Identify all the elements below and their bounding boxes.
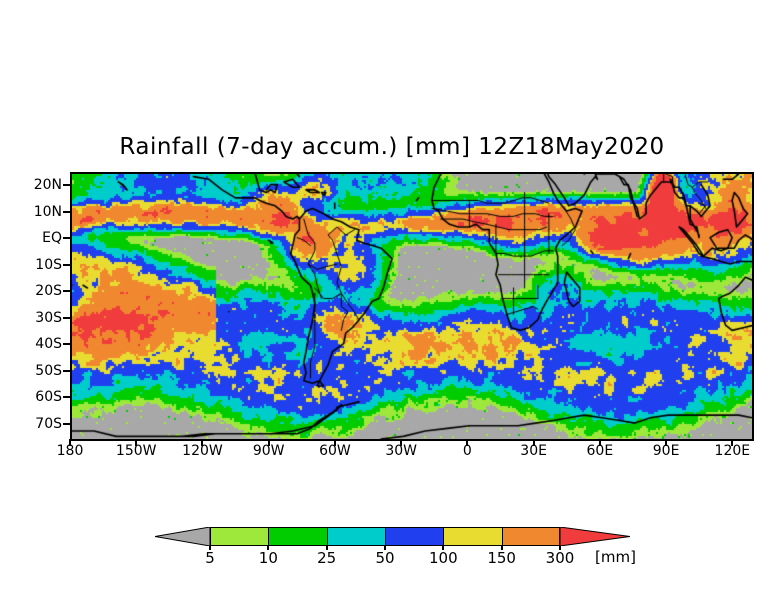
y-axis-tick-mark bbox=[63, 422, 70, 425]
x-axis-tick-mark bbox=[400, 439, 403, 446]
colorbar-band bbox=[443, 527, 502, 546]
x-axis-tick-label: 30E bbox=[520, 443, 547, 459]
colorbar-units-label: [mm] bbox=[595, 548, 636, 566]
colorbar-band bbox=[501, 527, 560, 546]
colorbar-tick-mark bbox=[500, 546, 503, 550]
y-axis-tick-label: 20N bbox=[33, 177, 62, 194]
colorbar-tick-mark bbox=[325, 546, 328, 550]
x-axis-tick-mark bbox=[201, 439, 204, 446]
colorbar-tick-label: 25 bbox=[317, 549, 337, 567]
y-axis-tick-label: EQ bbox=[42, 230, 62, 247]
y-axis-tick-mark bbox=[63, 263, 70, 266]
y-axis-tick-label: 60S bbox=[35, 389, 62, 406]
colorbar-tick-label: 50 bbox=[375, 549, 395, 567]
y-axis-tick-label: 10S bbox=[35, 256, 62, 273]
colorbar-tick-label: 100 bbox=[429, 549, 458, 567]
colorbar-tick-mark bbox=[209, 546, 211, 550]
colorbar-tick-label: 10 bbox=[258, 549, 278, 567]
colorbar-tick-mark bbox=[384, 546, 386, 550]
y-axis-tick-mark bbox=[63, 237, 70, 240]
x-axis-tick-mark bbox=[665, 439, 668, 446]
x-axis-tick-label: 120E bbox=[714, 443, 751, 459]
x-axis-tick-mark bbox=[731, 439, 734, 446]
y-axis-labels: 20N 10N EQ 10S 20S 30S 40S 50S 60S 70S bbox=[10, 172, 62, 437]
x-axis-tick-mark bbox=[466, 439, 469, 446]
colorbar-band bbox=[210, 527, 269, 546]
y-axis-tick-label: 70S bbox=[35, 415, 62, 432]
x-axis-tick-mark bbox=[598, 439, 601, 446]
colorbar-tick-label: 300 bbox=[545, 549, 575, 567]
x-axis-tick-label: 90E bbox=[652, 443, 680, 459]
colorbar-tick-mark bbox=[559, 546, 561, 550]
colorbar-over-arrow-icon bbox=[560, 527, 630, 546]
page-title: Rainfall (7-day accum.) [mm] 12Z18May202… bbox=[119, 134, 665, 160]
y-axis-tick-mark bbox=[63, 343, 70, 346]
y-axis-tick-mark bbox=[63, 396, 70, 399]
y-axis-tick-mark bbox=[63, 290, 70, 293]
y-axis-tick-label: 10N bbox=[33, 203, 62, 220]
colorbar-tick-label: 150 bbox=[487, 549, 516, 567]
y-axis-tick-label: 30S bbox=[35, 309, 62, 326]
y-axis-tick-mark bbox=[63, 184, 70, 187]
rainfall-heatmap-canvas bbox=[72, 174, 752, 439]
colorbar-band bbox=[268, 527, 327, 546]
x-axis-tick-mark bbox=[532, 439, 535, 446]
x-axis-tick-mark bbox=[69, 439, 71, 446]
x-axis-tick-label: 0 bbox=[462, 443, 472, 459]
x-axis-tick-label: 120W bbox=[182, 443, 223, 459]
y-axis-tick-mark bbox=[63, 316, 70, 319]
x-axis-tick-label: 150W bbox=[115, 443, 157, 459]
map-plot-area bbox=[70, 172, 754, 441]
x-axis-tick-label: 180 bbox=[56, 443, 84, 459]
y-axis-tick-label: 40S bbox=[35, 336, 62, 353]
x-axis-tick-label: 90W bbox=[252, 443, 285, 459]
colorbar-band bbox=[326, 527, 385, 546]
y-axis-tick-label: 50S bbox=[35, 362, 62, 379]
x-axis-tick-mark bbox=[135, 439, 138, 446]
y-axis-tick-mark bbox=[63, 210, 70, 213]
x-axis-tick-mark bbox=[333, 439, 336, 446]
x-axis-tick-mark bbox=[267, 439, 270, 446]
colorbar: 5 10 25 50 100 150 300 [mm] bbox=[155, 522, 655, 570]
colorbar-band bbox=[384, 527, 444, 546]
x-axis-tick-label: 60W bbox=[319, 443, 351, 459]
colorbar-tick-mark bbox=[267, 546, 270, 550]
x-axis-tick-label: 60E bbox=[586, 443, 614, 459]
y-axis-tick-mark bbox=[63, 369, 70, 372]
colorbar-tick-label: 5 bbox=[205, 549, 215, 567]
y-axis-tick-label: 20S bbox=[35, 283, 62, 300]
colorbar-bands bbox=[210, 527, 560, 546]
colorbar-tick-mark bbox=[442, 546, 445, 550]
colorbar-under-arrow-icon bbox=[155, 527, 210, 546]
x-axis-labels: 180 150W 120W 90W 60W 30W 0 30E 60E 90E 120E bbox=[57, 443, 751, 465]
x-axis-tick-label: 30W bbox=[385, 443, 417, 459]
